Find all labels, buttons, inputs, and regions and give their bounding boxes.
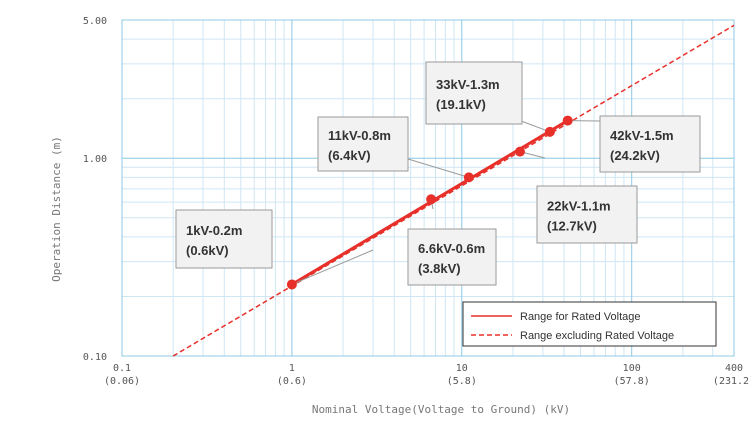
callout-label-ground-voltage: (3.8kV)	[418, 261, 461, 276]
callout-label-rating: 42kV-1.5m	[610, 128, 674, 143]
x-tick-label: 0.1	[113, 363, 131, 374]
tick-layer: 0.1 (0.06) 1 (0.6) 10 (5.8) 100 (57.8) 400 (231.2…	[83, 16, 751, 387]
plot-frame	[121, 19, 735, 357]
data-point	[286, 279, 297, 290]
x-tick-sublabel: (0.06)	[104, 376, 140, 387]
callout-label-ground-voltage: (12.7kV)	[547, 219, 597, 234]
data-point	[514, 146, 525, 157]
x-tick-label: 100	[623, 363, 641, 374]
callout-box	[425, 61, 523, 125]
callout-label-rating: 33kV-1.3m	[436, 77, 500, 92]
callout-label-rating: 1kV-0.2m	[186, 223, 242, 238]
legend-label-rated: Range for Rated Voltage	[520, 311, 640, 323]
data-point	[426, 194, 437, 205]
y-axis-title: Operation Distance (m)	[50, 136, 63, 282]
data-point	[544, 126, 555, 137]
legend-box	[462, 301, 717, 347]
callout-label-rating: 22kV-1.1m	[547, 199, 611, 214]
y-tick-label: 5.00	[83, 16, 107, 27]
x-tick-label: 10	[456, 363, 468, 374]
callout: 6.6kV-0.6m (3.8kV)	[407, 199, 497, 286]
series-line-excluding-rated	[172, 24, 735, 357]
legend: Range for Rated Voltage Range excluding …	[462, 301, 717, 347]
callout-label-rating: 6.6kV-0.6m	[418, 241, 485, 256]
callout-label-ground-voltage: (6.4kV)	[328, 148, 371, 163]
data-point	[463, 172, 474, 183]
callout-label-ground-voltage: (19.1kV)	[436, 97, 486, 112]
callout-box	[536, 185, 638, 244]
callout-leader	[407, 158, 469, 178]
callout-box	[317, 116, 409, 172]
callout: 11kV-0.8m (6.4kV)	[317, 116, 469, 178]
x-tick-sublabel: (0.6)	[277, 376, 307, 387]
callout-label-ground-voltage: (0.6kV)	[186, 243, 229, 258]
callout-label-rating: 11kV-0.8m	[328, 128, 391, 143]
x-axis-title: Nominal Voltage(Voltage to Ground) (kV)	[312, 403, 570, 416]
callout-box	[407, 228, 497, 286]
x-tick-label: 400	[725, 363, 743, 374]
callout-box	[599, 115, 701, 173]
callout-label-ground-voltage: (24.2kV)	[610, 148, 660, 163]
callout: 1kV-0.2m (0.6kV)	[175, 209, 374, 285]
callout: 33kV-1.3m (19.1kV)	[425, 61, 551, 133]
x-tick-label: 1	[289, 363, 295, 374]
y-tick-label: 0.10	[83, 352, 107, 363]
callout-leader	[291, 249, 374, 285]
x-tick-sublabel: (231.2)	[713, 376, 751, 387]
callout-box	[175, 209, 273, 269]
point-layer	[286, 115, 573, 290]
x-tick-sublabel: (57.8)	[614, 376, 650, 387]
data-point	[562, 115, 573, 126]
x-tick-sublabel: (5.8)	[447, 376, 477, 387]
legend-label-excluding: Range excluding Rated Voltage	[520, 330, 674, 342]
y-tick-label: 1.00	[83, 154, 107, 165]
callout-layer: 1kV-0.2m (0.6kV) 6.6kV-0.6m (3.8kV) 11kV-0.8…	[175, 61, 701, 286]
callout: 42kV-1.5m (24.2kV)	[567, 115, 701, 173]
